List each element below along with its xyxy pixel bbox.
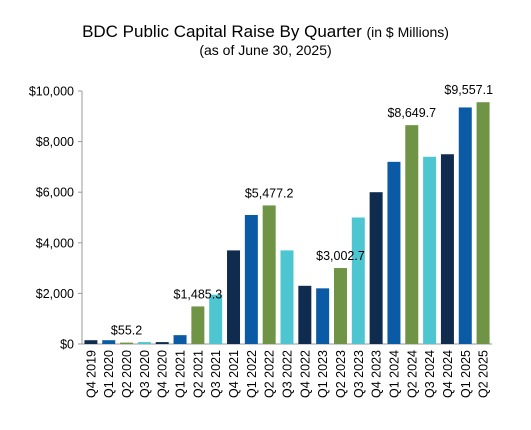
- data-label: $55.2: [111, 324, 142, 338]
- x-tick-label: Q1 2024: [387, 350, 401, 398]
- bar-q1-2024: [387, 161, 401, 344]
- bar-q2-2023: [333, 268, 347, 344]
- bar-q1-2023: [316, 288, 330, 344]
- x-tick-label: Q2 2025: [477, 350, 491, 398]
- x-tick-label: Q1 2020: [102, 350, 116, 398]
- chart-subtitle: (as of June 30, 2025): [199, 42, 332, 58]
- x-tick-label: Q1 2022: [245, 350, 259, 398]
- chart-title-unit: (in $ Millions): [366, 24, 449, 40]
- chart-title-block: BDC Public Capital Raise By Quarter (in …: [0, 22, 531, 59]
- x-tick-label: Q1 2021: [174, 350, 188, 398]
- data-label: $5,477.2: [245, 186, 294, 200]
- data-label: $8,649.7: [387, 106, 436, 120]
- x-tick-label: Q3 2024: [423, 350, 437, 398]
- data-label: $3,002.7: [316, 249, 365, 263]
- bar-q3-2023: [351, 217, 365, 344]
- y-tick-label: $4,000: [36, 236, 74, 250]
- bar-q4-2023: [369, 192, 383, 344]
- x-tick-label: Q3 2023: [352, 350, 366, 398]
- bar-q4-2020: [155, 342, 169, 344]
- bar-q4-2019: [84, 340, 98, 344]
- chart-bars: [84, 102, 490, 344]
- x-tick-label: Q2 2023: [334, 350, 348, 398]
- data-label: $1,485.3: [174, 287, 223, 301]
- bar-q4-2022: [298, 285, 312, 344]
- y-tick-label: $6,000: [36, 186, 74, 200]
- x-tick-label: Q4 2020: [156, 350, 170, 398]
- bar-q2-2025: [476, 102, 490, 344]
- x-tick-label: Q1 2025: [459, 350, 473, 398]
- chart-data-labels: $55.2 $1,485.3 $5,477.2 $3,002.7 $8,649.7 $9,…: [111, 83, 493, 337]
- bar-q2-2020: [120, 342, 134, 344]
- x-tick-label: Q3 2020: [138, 350, 152, 398]
- bar-q3-2024: [423, 156, 437, 344]
- y-tick-label: $2,000: [36, 287, 74, 301]
- x-tick-label: Q2 2020: [120, 350, 134, 398]
- chart-title: BDC Public Capital Raise By Quarter (in …: [0, 22, 531, 42]
- bar-q1-2020: [102, 340, 116, 344]
- bar-q1-2021: [173, 335, 187, 344]
- bar-q4-2024: [440, 154, 454, 344]
- x-tick-label: Q2 2021: [191, 350, 205, 398]
- bar-q1-2025: [458, 107, 472, 344]
- data-label: $9,557.1: [444, 83, 493, 97]
- x-tick-label: Q4 2022: [298, 350, 312, 398]
- bar-q2-2021: [191, 306, 205, 344]
- x-tick-label: Q4 2021: [227, 350, 241, 398]
- x-tick-label: Q3 2021: [209, 350, 223, 398]
- x-tick-label: Q4 2023: [370, 350, 384, 398]
- bar-q2-2022: [262, 205, 276, 344]
- x-axis-ticks: Q4 2019 Q1 2020 Q2 2020 Q3 2020 Q4 2020 Q1 20…: [84, 350, 490, 398]
- x-tick-label: Q1 2023: [316, 350, 330, 398]
- y-tick-label: $10,000: [29, 85, 74, 99]
- y-tick-label: $8,000: [36, 135, 74, 149]
- x-tick-label: Q3 2022: [281, 350, 295, 398]
- x-tick-label: Q2 2022: [263, 350, 277, 398]
- x-tick-label: Q4 2024: [441, 350, 455, 398]
- chart-title-text: BDC Public Capital Raise By Quarter: [82, 22, 362, 41]
- y-axis-ticks: $0 $2,000 $4,000 $6,000 $8,000 $10,000: [29, 85, 82, 352]
- bar-q3-2022: [280, 250, 294, 344]
- x-tick-label: Q2 2024: [405, 350, 419, 398]
- bar-q3-2021: [209, 294, 223, 344]
- bar-q1-2022: [244, 214, 258, 344]
- x-tick-label: Q4 2019: [84, 350, 98, 398]
- bar-q2-2024: [405, 125, 419, 344]
- bar-q4-2021: [227, 250, 241, 344]
- y-tick-label: $0: [60, 338, 74, 352]
- bar-q3-2020: [137, 342, 151, 344]
